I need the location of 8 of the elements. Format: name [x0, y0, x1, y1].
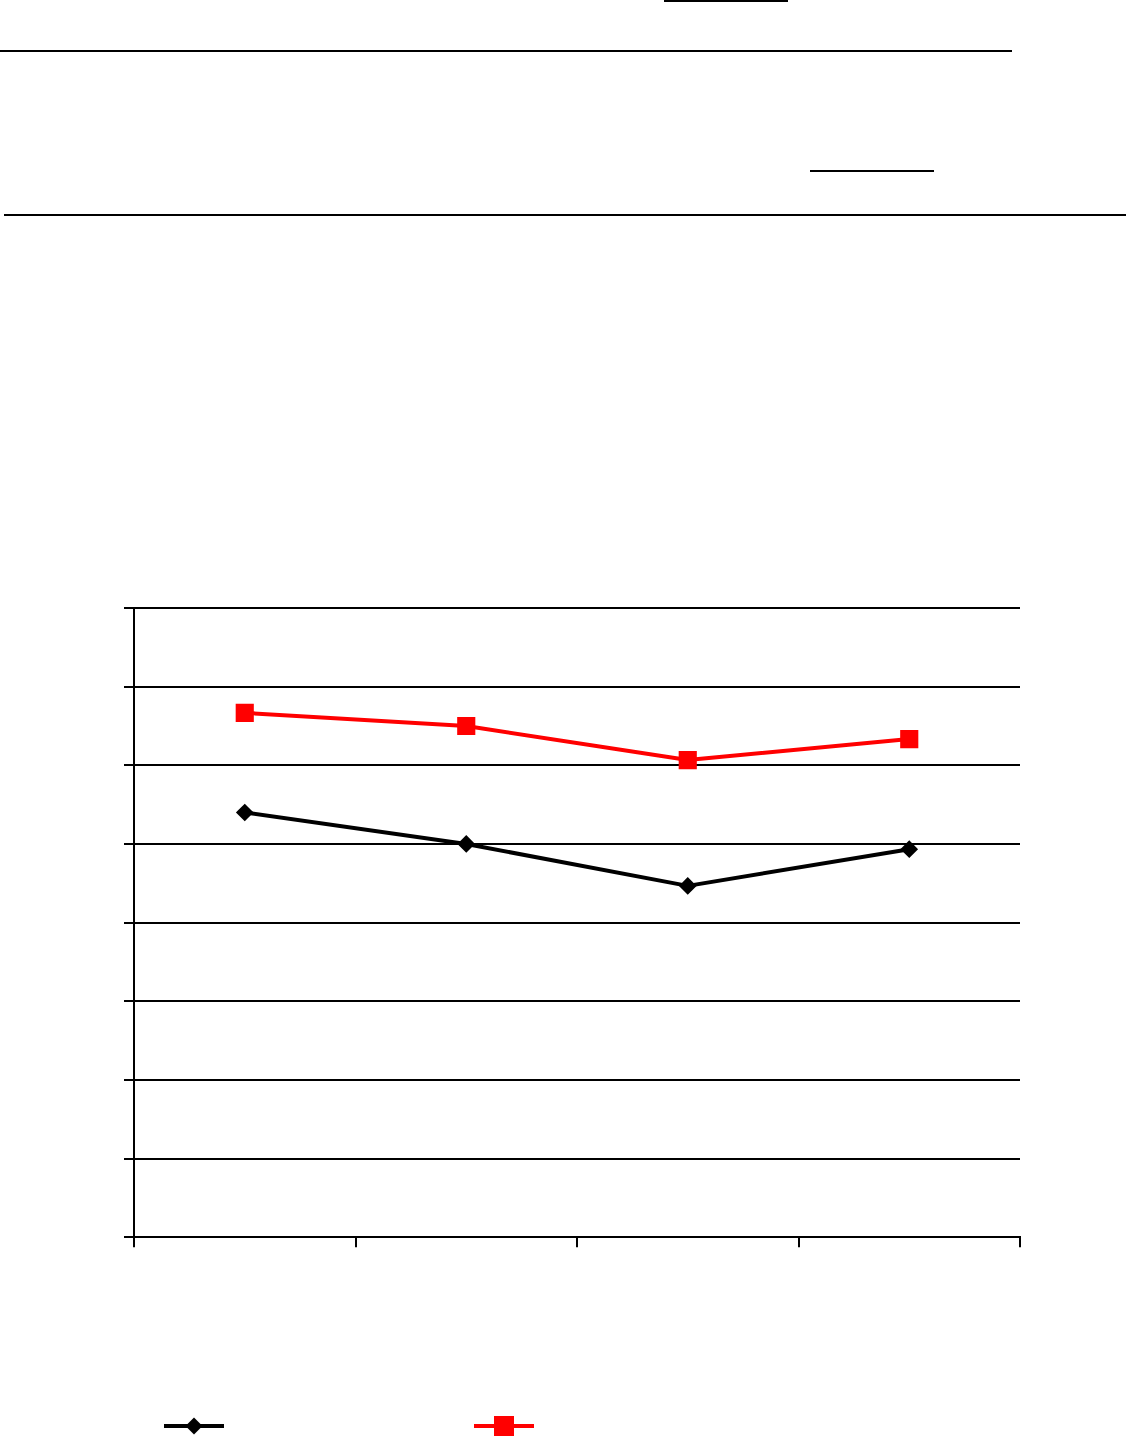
point — [900, 730, 919, 749]
point — [901, 841, 918, 858]
point — [458, 835, 475, 852]
point — [679, 877, 696, 894]
point — [236, 804, 253, 821]
point — [678, 750, 697, 770]
point — [235, 703, 254, 722]
point — [457, 716, 476, 736]
